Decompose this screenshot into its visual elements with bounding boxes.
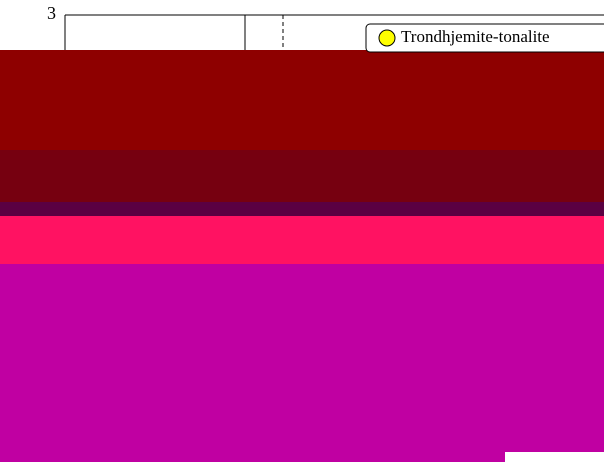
corrupted-band (0, 50, 604, 150)
legend: Trondhjemite-tonalite (378, 27, 550, 47)
corrupted-gap (505, 452, 604, 462)
legend-marker (378, 29, 396, 47)
corrupted-band (0, 150, 604, 202)
legend-box (365, 23, 604, 53)
corrupted-band (0, 202, 604, 216)
corrupted-band (0, 264, 604, 462)
y-tick-label: 3 (47, 3, 56, 23)
legend-label: Trondhjemite-tonalite (401, 27, 550, 46)
corrupted-band (0, 216, 604, 264)
